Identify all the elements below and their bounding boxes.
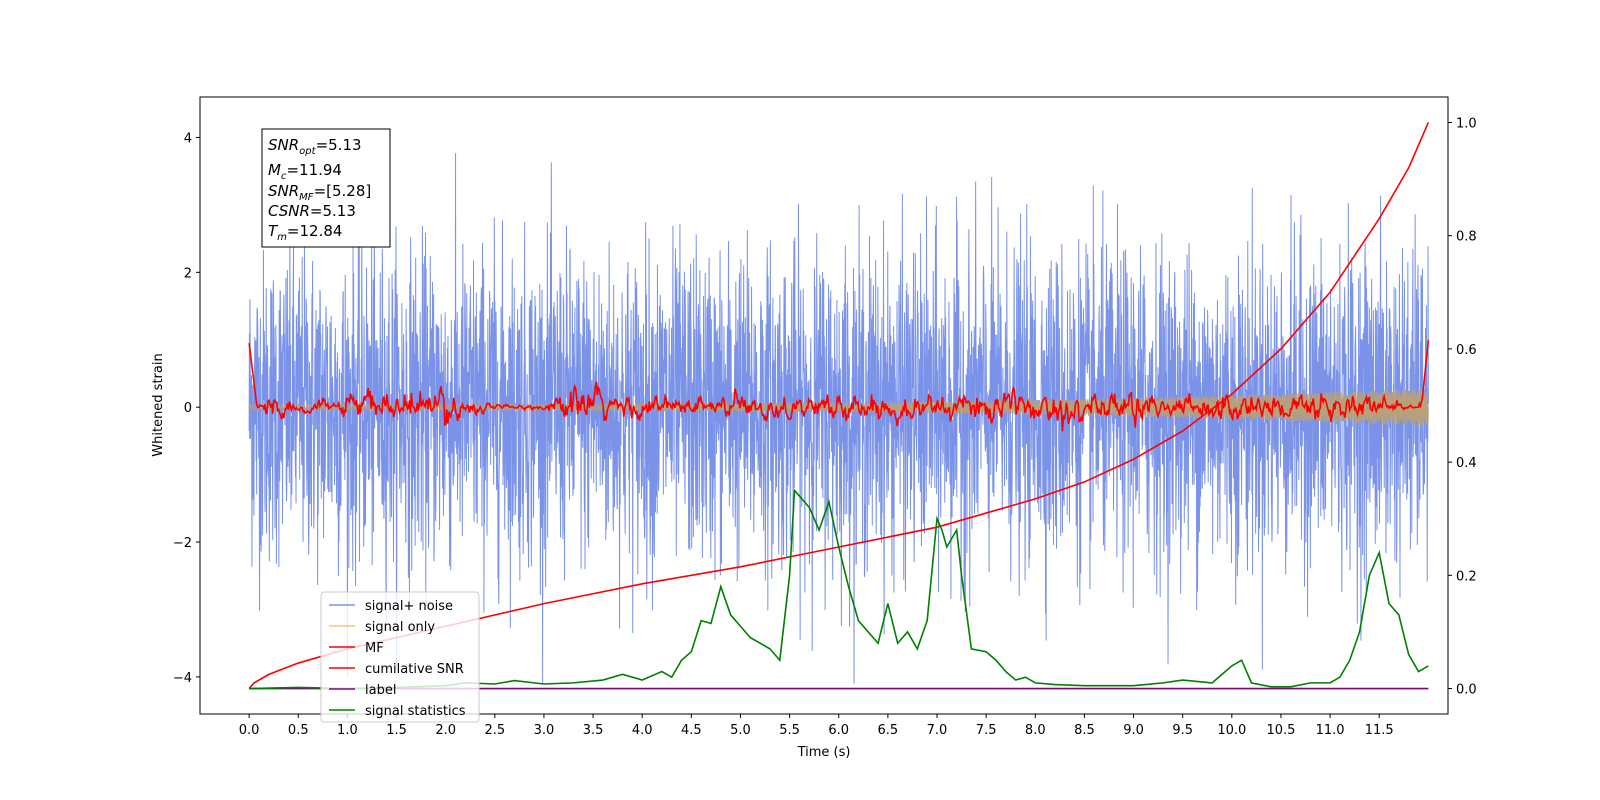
legend-entry-label: signal statistics [365,704,466,719]
stats-line-snr-opt: SNRopt=5.13 [268,136,362,157]
x-tick-label: 0.0 [239,723,260,738]
x-tick-label: 9.5 [1172,723,1193,738]
series-mf [248,339,1430,432]
stats-annotation-box: SNRopt=5.13 Mc=11.94 SNRMF=[5.28] CSNR=5… [261,128,391,248]
y-tick-label: −2 [173,536,192,551]
x-tick-label: 11.5 [1365,723,1394,738]
x-tick-label: 0.5 [288,723,309,738]
legend-entry-label: label [365,683,396,698]
x-tick-label: 9.0 [1123,723,1144,738]
legend-entry-label: MF [365,641,384,656]
x-tick-label: 10.5 [1266,723,1295,738]
x-tick-label: 2.0 [435,723,456,738]
y2-tick-label: 0.0 [1456,683,1477,698]
x-tick-label: 10.0 [1217,723,1246,738]
y-tick-label: −4 [173,671,192,686]
x-tick-label: 3.0 [534,723,555,738]
series-signal-statistics [249,488,1429,690]
y-tick-label: 4 [184,131,192,146]
x-tick-label: 8.5 [1074,723,1095,738]
legend-entry-label: signal only [365,620,435,635]
x-tick-label: 6.0 [828,723,849,738]
x-tick-label: 7.5 [976,723,997,738]
x-tick-label: 11.0 [1316,723,1345,738]
stats-line-mc: Mc=11.94 [268,161,342,182]
y2-tick-label: 0.6 [1456,343,1477,358]
legend-entry-label: signal+ noise [365,599,453,614]
stats-line-csnr: CSNR=5.13 [268,202,356,220]
legend-box [320,591,480,723]
y-axis-label: Whitened strain [151,353,166,456]
x-axis-label: Time (s) [797,745,851,760]
y-tick-label: 2 [184,266,192,281]
series-signal-only [248,388,1429,426]
x-tick-label: 7.0 [927,723,948,738]
x-tick-label: 5.0 [730,723,751,738]
y2-tick-label: 0.8 [1456,230,1477,245]
x-tick-label: 5.5 [779,723,800,738]
y2-tick-label: 0.4 [1456,456,1477,471]
plot-frame [199,96,1449,715]
stats-line-tm: Tm=12.84 [268,222,342,243]
legend-entry-label: cumilative SNR [365,662,464,677]
stats-line-snr-mf: SNRMF=[5.28] [268,182,371,203]
x-tick-label: 6.5 [878,723,899,738]
x-tick-label: 4.0 [632,723,653,738]
y-tick-label: 0 [184,401,192,416]
legend: signal+ noise signal only MF cumilative SNR… [320,591,480,723]
x-tick-label: 4.5 [681,723,702,738]
x-tick-label: 1.0 [337,723,358,738]
x-tick-label: 2.5 [484,723,505,738]
x-tick-label: 1.5 [386,723,407,738]
y2-tick-label: 1.0 [1456,116,1477,131]
x-tick-label: 3.5 [583,723,604,738]
y2-tick-label: 0.2 [1456,569,1477,584]
x-tick-label: 8.0 [1025,723,1046,738]
